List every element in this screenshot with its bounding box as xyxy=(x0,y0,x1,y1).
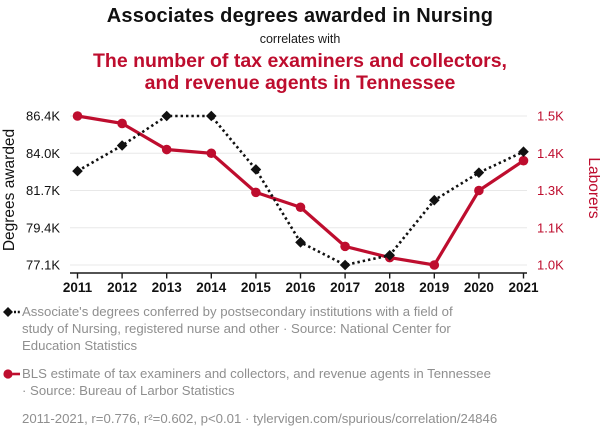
red-circle-solid-line-icon xyxy=(3,369,20,379)
y-right-tick-label: 1.0K xyxy=(537,258,564,273)
x-tick-label: 2018 xyxy=(375,280,406,295)
circle-marker xyxy=(429,260,440,270)
y-left-tick-labels: 86.4K 84.0K 81.7K 79.4K 77.1K xyxy=(26,109,60,273)
legend-degrees-line-3: Education Statistics xyxy=(22,338,138,353)
circle-marker xyxy=(474,185,484,196)
black-diamond-dotted-line-icon xyxy=(3,307,20,317)
circle-marker xyxy=(117,118,127,129)
y-left-tick-label: 84.0K xyxy=(26,146,60,161)
subtitle-line-2: and revenue agents in Tennessee xyxy=(144,72,456,94)
x-tick-label: 2019 xyxy=(419,280,449,295)
x-tick-label: 2013 xyxy=(152,280,183,295)
y-left-tick-label: 77.1K xyxy=(26,258,60,273)
y-right-tick-labels: 1.5K 1.4K 1.3K 1.1K 1.0K xyxy=(537,109,564,273)
diamond-marker xyxy=(384,249,395,261)
diamond-marker xyxy=(206,110,217,122)
legend: Associate's degrees conferred by postsec… xyxy=(3,303,597,427)
legend-laborers-line-1: BLS estimate of tax examiners and collec… xyxy=(22,366,491,381)
correlates-with-label: correlates with xyxy=(259,32,341,46)
diamond-marker xyxy=(161,110,172,122)
x-tick-label: 2011 xyxy=(63,280,93,295)
legend-degrees-line-1: Associate's degrees conferred by postsec… xyxy=(22,304,453,319)
diamond-marker xyxy=(339,259,351,271)
legend-degrees-line-2: study of Nursing, registered nurse and o… xyxy=(22,321,451,336)
y-right-tick-label: 1.3K xyxy=(537,183,564,198)
line-chart-svg: 2011 2012 2013 2014 2015 2016 2017 2018 2019 2020… xyxy=(1,109,600,296)
y-right-tick-label: 1.4K xyxy=(537,146,564,161)
subtitle-line-1: The number of tax examiners and collecto… xyxy=(93,50,507,72)
legend-laborers-line-2: · Source: Bureau of Larbor Statistics xyxy=(22,383,235,398)
legend-item-laborers: BLS estimate of tax examiners and collec… xyxy=(3,365,597,399)
legend-item-degrees: Associate's degrees conferred by postsec… xyxy=(3,303,597,354)
x-tick-label: 2017 xyxy=(330,280,360,295)
footer-stats: 2011-2021, r=0.776, r²=0.602, p<0.01 · t… xyxy=(22,411,498,426)
y-right-axis-title: Laborers xyxy=(585,157,600,218)
circle-marker xyxy=(295,202,306,213)
circle-marker xyxy=(206,148,217,159)
circle-marker xyxy=(72,111,83,121)
circle-marker xyxy=(161,144,172,155)
diamond-marker xyxy=(250,164,262,175)
x-axis: 2011 2012 2013 2014 2015 2016 2017 2018 2019 2020… xyxy=(63,272,539,295)
y-right-tick-label: 1.1K xyxy=(537,220,564,235)
y-left-axis-title: Degrees awarded xyxy=(1,129,18,251)
x-tick-label: 2015 xyxy=(241,280,272,295)
x-tick-label: 2016 xyxy=(285,280,316,295)
x-tick-label: 2021 xyxy=(508,280,539,295)
diamond-marker xyxy=(116,140,128,151)
chart-title: Associates degrees awarded in Nursing xyxy=(106,5,494,27)
y-left-tick-label: 79.4K xyxy=(26,220,60,235)
legend-text-degrees: Associate's degrees conferred by postsec… xyxy=(22,303,597,354)
chart-plot-area: 2011 2012 2013 2014 2015 2016 2017 2018 2019 2020… xyxy=(0,100,600,300)
diamond-marker xyxy=(518,146,529,157)
y-left-tick-label: 86.4K xyxy=(26,109,60,124)
diamond-marker xyxy=(72,165,83,177)
x-tick-label: 2014 xyxy=(196,280,227,295)
diamond-marker xyxy=(295,237,306,248)
circle-marker xyxy=(340,241,350,252)
circle-marker xyxy=(251,187,261,198)
x-tick-label: 2020 xyxy=(464,280,494,295)
circle-marker xyxy=(518,155,529,166)
y-right-tick-label: 1.5K xyxy=(537,109,564,124)
y-left-tick-label: 81.7K xyxy=(26,183,60,198)
chart-subtitle: The number of tax examiners and collecto… xyxy=(0,50,600,94)
diamond-marker xyxy=(473,167,485,178)
x-tick-label: 2012 xyxy=(107,280,137,295)
gridlines xyxy=(70,115,527,266)
legend-text-laborers: BLS estimate of tax examiners and collec… xyxy=(22,365,597,399)
